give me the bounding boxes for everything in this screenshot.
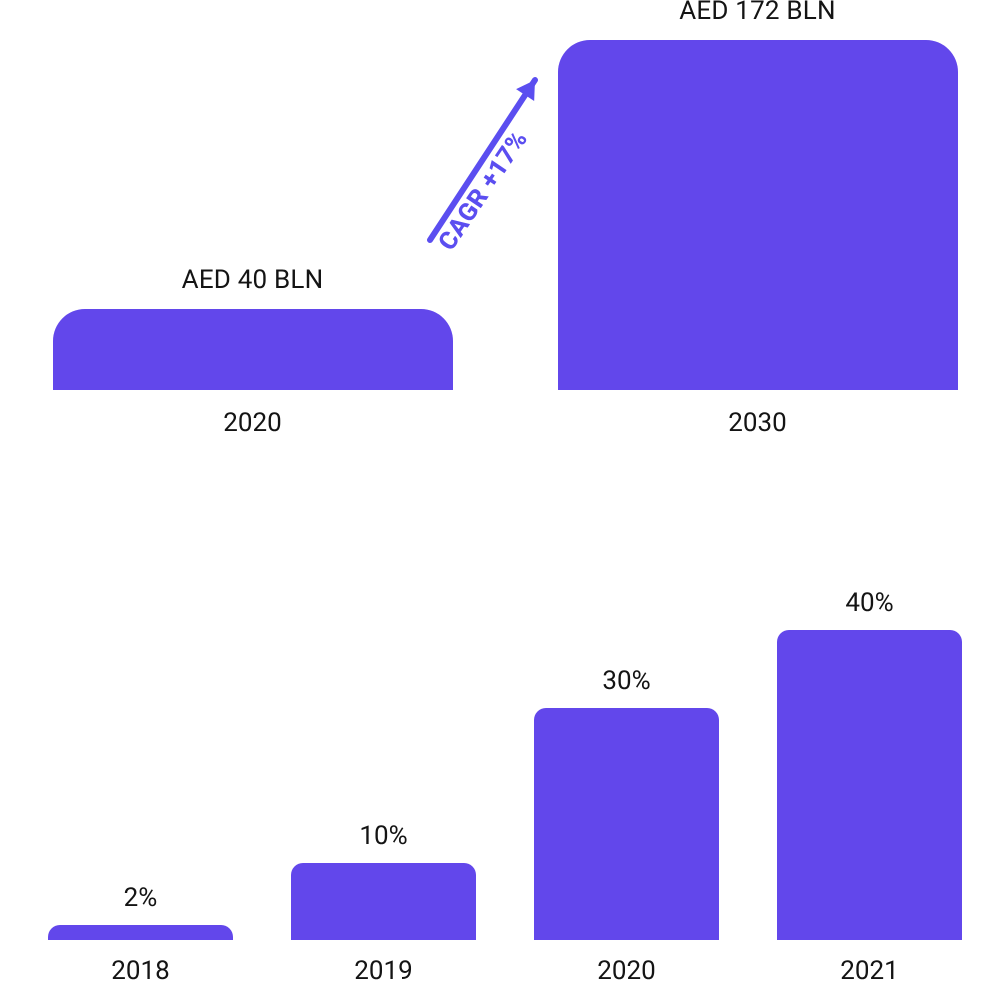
top-bar-2020-fill [53,309,453,390]
bottom-bar-2021-fill [777,630,962,940]
bottom-bar-2018: 2% [48,883,233,941]
top-xaxis: 2020 2030 [45,390,965,460]
bottom-bar-2018-label: 2% [48,883,233,913]
top-bars-area: AED 40 BLN AED 172 BLN CAGR +17% [45,0,965,390]
bottom-bar-2019-label: 10% [291,821,476,851]
bottom-bar-2019-fill [291,863,476,941]
bottom-xtick-2020: 2020 [597,956,655,986]
cagr-label: CAGR +17% [433,126,534,256]
top-xtick-2030: 2030 [728,408,786,438]
top-bar-2030-fill [558,40,958,390]
top-bar-2030: AED 172 BLN [558,0,958,390]
bottom-bar-2020-fill [534,708,719,941]
bottom-xtick-2021: 2021 [840,956,898,986]
market-size-chart: AED 40 BLN AED 172 BLN CAGR +17% 2020 20… [45,0,965,460]
bottom-bar-2019: 10% [291,821,476,941]
bottom-bars-area: 2% 10% 30% 40% [45,570,965,940]
bottom-bar-2020-label: 30% [534,666,719,696]
percentage-growth-chart: 2% 10% 30% 40% 2018 2019 2020 2021 [45,570,965,990]
top-bar-2030-label: AED 172 BLN [558,0,958,26]
bottom-bar-2021: 40% [777,588,962,940]
bottom-bar-2020: 30% [534,666,719,941]
top-bar-2020-label: AED 40 BLN [53,265,453,295]
top-xtick-2020: 2020 [223,408,281,438]
bottom-xtick-2019: 2019 [354,956,412,986]
top-bar-2020: AED 40 BLN [53,265,453,390]
bottom-bar-2018-fill [48,925,233,941]
bottom-xtick-2018: 2018 [111,956,169,986]
bottom-xaxis: 2018 2019 2020 2021 [45,940,965,990]
bottom-bar-2021-label: 40% [777,588,962,618]
